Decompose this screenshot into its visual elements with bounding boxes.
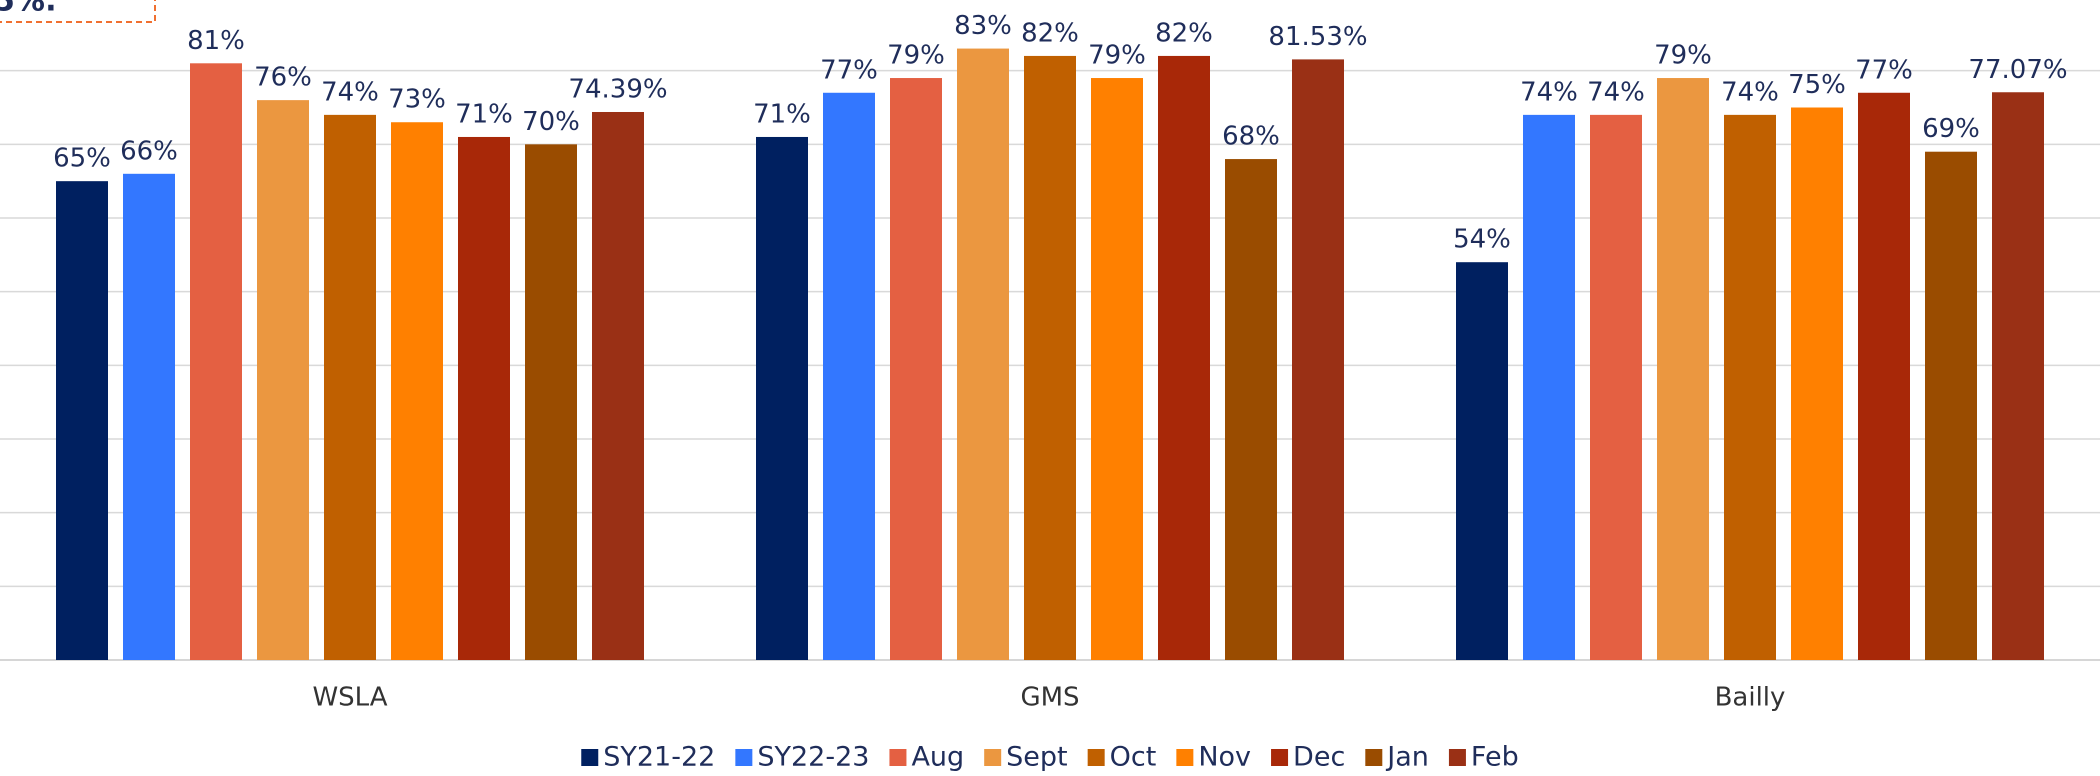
- legend-swatch: [1087, 749, 1105, 766]
- bar: [823, 92, 875, 661]
- legend-swatch: [1271, 749, 1289, 766]
- legend-swatch: [984, 749, 1002, 766]
- bar: [458, 136, 510, 660]
- bar: [592, 111, 644, 661]
- legend-swatch: [1176, 749, 1194, 766]
- data-label: 74.39%: [568, 74, 667, 104]
- legend-swatch: [735, 749, 753, 766]
- x-tick-label: Bailly: [1715, 683, 1786, 713]
- legend-label: Jan: [1385, 742, 1429, 773]
- legend-swatch: [1448, 749, 1466, 766]
- bar: [123, 173, 175, 661]
- bar: [1590, 114, 1642, 660]
- bar: [1456, 262, 1508, 660]
- data-label: 69%: [1922, 114, 1980, 144]
- x-tick-label: GMS: [1020, 683, 1079, 713]
- bar: [1523, 114, 1575, 660]
- bar: [190, 63, 242, 661]
- annotation-box: [0, 0, 156, 23]
- data-label: 68%: [1222, 122, 1280, 152]
- bar: [257, 100, 309, 661]
- bar: [1292, 59, 1344, 660]
- data-label: 81%: [187, 26, 245, 56]
- data-label: 82%: [1021, 18, 1079, 48]
- bar: [525, 144, 577, 661]
- data-label: 73%: [388, 85, 446, 115]
- bar: [1657, 78, 1709, 661]
- x-tick-label: WSLA: [312, 683, 387, 713]
- data-label: 75%: [1788, 70, 1846, 100]
- data-label: 74%: [1721, 77, 1779, 107]
- bar: [957, 48, 1009, 661]
- data-label: 74%: [1587, 77, 1645, 107]
- bar: [890, 78, 942, 661]
- data-label: 74%: [321, 77, 379, 107]
- data-label: 65%: [53, 144, 111, 174]
- bar: [391, 122, 443, 660]
- legend-label: Aug: [911, 742, 964, 773]
- legend-swatch: [581, 749, 599, 766]
- legend-label: SY21-22: [603, 742, 715, 773]
- bar: [1024, 55, 1076, 660]
- legend-label: SY22-23: [757, 742, 869, 773]
- data-label: 82%: [1155, 18, 1213, 48]
- bar: [1925, 151, 1977, 660]
- data-label: 70%: [522, 107, 580, 137]
- data-label: 77.07%: [1968, 55, 2067, 85]
- bar: [756, 136, 808, 660]
- data-label: 79%: [887, 41, 945, 71]
- data-label: 71%: [455, 99, 513, 129]
- bar: [324, 114, 376, 660]
- bar: [1091, 78, 1143, 661]
- bar: [1724, 114, 1776, 660]
- legend-label: Feb: [1471, 742, 1519, 773]
- data-label: 77%: [820, 55, 878, 85]
- data-label: 79%: [1088, 41, 1146, 71]
- bar: [1225, 159, 1277, 661]
- data-label: 81.53%: [1268, 22, 1367, 52]
- data-label: 54%: [1453, 225, 1511, 255]
- data-label: 76%: [254, 63, 312, 93]
- legend-label: Sept: [1006, 742, 1067, 773]
- legend-swatch: [1365, 749, 1383, 766]
- legend-label: Dec: [1293, 742, 1345, 773]
- legend-label: Nov: [1198, 742, 1251, 773]
- bar: [1992, 92, 2044, 661]
- bar: [1158, 55, 1210, 660]
- data-label: 83%: [954, 11, 1012, 41]
- data-label: 71%: [753, 99, 811, 129]
- legend-label: Oct: [1110, 742, 1157, 773]
- data-label: 66%: [120, 136, 178, 166]
- data-label: 74%: [1520, 77, 1578, 107]
- data-label: 77%: [1855, 55, 1913, 85]
- bar: [56, 181, 108, 660]
- bar: [1858, 92, 1910, 661]
- legend-swatch: [889, 749, 907, 766]
- data-label: 79%: [1654, 41, 1712, 71]
- annotation: 5%:: [0, 0, 57, 19]
- bar: [1791, 107, 1843, 660]
